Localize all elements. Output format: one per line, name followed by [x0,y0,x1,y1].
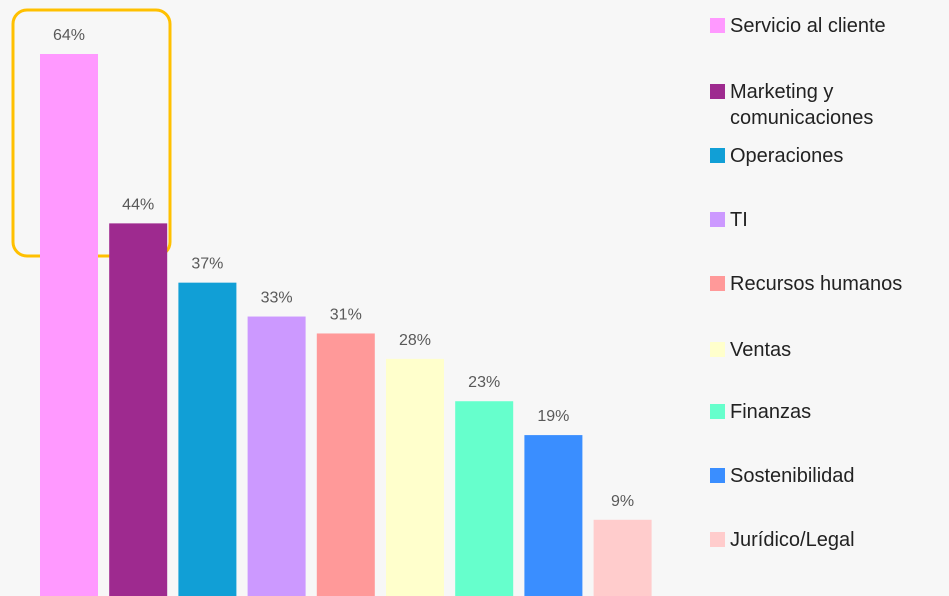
legend-item: Ventas [710,337,949,363]
value-label: 33% [261,290,293,307]
legend-label: Jurídico/Legal [730,529,855,551]
legend-swatch [710,18,725,33]
legend-swatch [710,468,725,483]
chart: 64% 44% 37% 33% 31% 28% 23% 19% 9% [11,8,652,596]
legend-swatch [710,342,725,357]
bar [247,316,306,596]
legend-label: Servicio al cliente [730,15,886,37]
legend-item: TI [710,207,949,233]
legend-label: Marketing y comunicaciones [730,81,874,129]
legend-label: Finanzas [730,401,812,423]
legend-swatch [710,212,725,227]
legend-swatch [710,276,725,291]
legend-swatch [710,404,725,419]
legend-swatch [710,84,725,99]
legend-label: Operaciones [730,145,844,167]
bar [109,223,168,596]
legend-item: Sostenibilidad [710,463,949,489]
bar [386,358,444,596]
bar [524,435,583,596]
legend-label: TI [730,209,748,231]
value-label: 37% [191,256,223,273]
legend-item: Operaciones [710,143,949,169]
bar [593,519,652,596]
legend-item: Jurídico/Legal [710,527,949,553]
value-label: 44% [122,196,154,213]
bar [40,54,98,596]
legend-item: Servicio al cliente [710,13,949,39]
legend-item: Marketing y comunicaciones [710,79,949,131]
value-label: 64% [53,27,85,44]
legend-item: Recursos humanos [710,271,949,297]
legend-swatch [710,148,725,163]
legend-label: Sostenibilidad [730,465,855,487]
legend-item: Finanzas [710,399,949,425]
legend-swatch [710,532,725,547]
value-label: 19% [537,408,569,425]
legend-label: Ventas [730,339,792,361]
value-label: 28% [399,332,431,349]
value-label: 23% [468,374,500,391]
value-label: 31% [330,306,362,323]
value-label: 9% [611,493,634,510]
bar [316,333,375,596]
bar [178,282,237,596]
bar [455,401,514,596]
legend-label: Recursos humanos [730,273,903,295]
